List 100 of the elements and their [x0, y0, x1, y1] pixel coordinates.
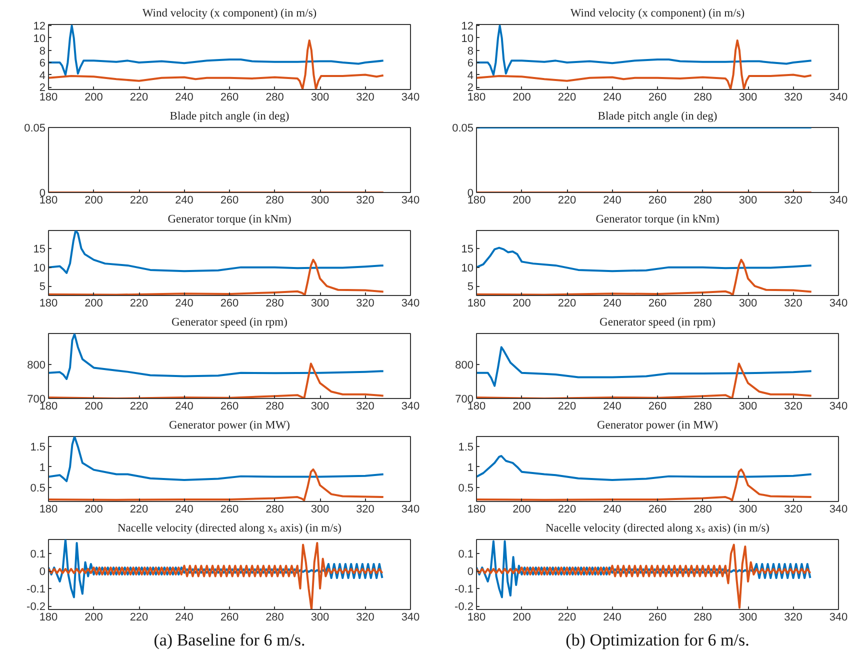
y-tick-label: 0.5: [458, 482, 474, 494]
x-tick-label: 300: [738, 400, 758, 412]
x-tick-label: 300: [738, 92, 758, 104]
x-tick-label: 240: [175, 92, 194, 104]
x-tick-label: 320: [784, 400, 802, 412]
chart-title: Blade pitch angle (in deg): [170, 110, 290, 122]
x-tick-label: 320: [784, 298, 802, 310]
chart-title: Generator power (in MW): [596, 420, 718, 432]
y-tick-label: 5: [39, 281, 46, 294]
y-tick-label: 12: [33, 20, 46, 33]
x-tick-label: 180: [467, 612, 486, 624]
y-tick-label: 0: [467, 566, 474, 578]
x-tick-label: 240: [603, 298, 622, 310]
x-tick-label: 260: [648, 504, 667, 516]
x-tick-label: 280: [694, 194, 712, 206]
x-tick-label: 260: [220, 194, 239, 206]
chart-title: Generator torque (in kNm): [168, 214, 292, 226]
x-tick-label: 180: [467, 92, 486, 104]
y-tick-label: 10: [33, 32, 46, 45]
y-tick-label: 8: [467, 45, 474, 58]
x-tick-label: 200: [84, 298, 103, 310]
y-tick-label: 10: [461, 32, 474, 45]
x-tick-label: 340: [829, 194, 848, 206]
x-tick-label: 200: [512, 92, 531, 104]
x-tick-label: 220: [130, 194, 148, 206]
x-tick-label: 180: [39, 92, 58, 104]
chart-title: Generator speed (in rpm): [600, 316, 716, 328]
x-tick-label: 220: [130, 298, 148, 310]
x-tick-label: 300: [310, 298, 330, 310]
x-tick-label: 340: [401, 194, 420, 206]
x-tick-label: 240: [175, 612, 194, 624]
y-tick-label: 1.5: [458, 442, 474, 454]
y-tick-label: 4: [39, 70, 46, 82]
x-tick-label: 280: [694, 298, 712, 310]
y-tick-label: 1.5: [30, 442, 46, 454]
x-tick-label: 180: [39, 298, 58, 310]
x-tick-label: 320: [356, 92, 374, 104]
y-tick-label: 0.05: [452, 122, 474, 134]
x-tick-label: 220: [558, 92, 576, 104]
x-tick-label: 300: [310, 400, 330, 412]
x-tick-label: 180: [467, 504, 486, 516]
x-tick-label: 320: [356, 298, 374, 310]
y-tick-label: 0.05: [24, 122, 46, 134]
y-tick-label: 0.1: [30, 548, 46, 560]
x-tick-label: 240: [175, 194, 194, 206]
x-tick-label: 320: [356, 612, 374, 624]
y-tick-label: 15: [461, 244, 474, 256]
x-tick-label: 340: [829, 612, 848, 624]
y-tick-label: 1: [467, 462, 474, 474]
x-tick-label: 200: [84, 92, 103, 104]
x-tick-label: 300: [738, 194, 758, 206]
x-tick-label: 300: [310, 504, 330, 516]
x-tick-label: 260: [220, 400, 239, 412]
text: (b) Optimization for 6 m/s.: [566, 630, 750, 650]
y-tick-label: 6: [467, 58, 474, 70]
x-tick-label: 220: [558, 298, 576, 310]
x-tick-label: 280: [694, 612, 712, 624]
x-tick-label: 200: [512, 400, 531, 412]
x-tick-label: 260: [220, 504, 239, 516]
x-tick-label: 200: [512, 194, 531, 206]
x-tick-label: 220: [558, 504, 576, 516]
x-tick-label: 300: [738, 298, 758, 310]
x-tick-label: 280: [266, 504, 284, 516]
x-tick-label: 260: [648, 298, 667, 310]
x-tick-label: 320: [356, 194, 374, 206]
y-tick-label: 6: [39, 58, 46, 70]
x-tick-label: 280: [694, 400, 712, 412]
y-tick-label: 15: [33, 244, 46, 256]
x-tick-label: 260: [648, 92, 667, 104]
y-tick-label: 0.5: [30, 482, 46, 494]
y-tick-label: 8: [39, 45, 46, 58]
x-tick-label: 220: [558, 400, 576, 412]
x-tick-label: 320: [784, 92, 802, 104]
y-tick-label: -0.2: [454, 601, 474, 613]
x-tick-label: 200: [84, 194, 103, 206]
chart-title: Blade pitch angle (in deg): [598, 110, 718, 122]
x-tick-label: 200: [84, 400, 103, 412]
x-tick-label: 260: [220, 92, 239, 104]
x-tick-label: 260: [648, 194, 667, 206]
x-tick-label: 220: [130, 504, 148, 516]
y-tick-label: -0.2: [26, 601, 46, 613]
x-tick-label: 200: [84, 612, 103, 624]
x-tick-label: 200: [512, 504, 531, 516]
x-tick-label: 240: [603, 504, 622, 516]
x-tick-label: 220: [558, 612, 576, 624]
x-tick-label: 220: [558, 194, 576, 206]
y-tick-label: 800: [27, 359, 46, 372]
x-tick-label: 300: [310, 194, 330, 206]
x-tick-label: 280: [694, 92, 712, 104]
y-tick-label: 800: [455, 359, 474, 372]
x-tick-label: 180: [39, 504, 58, 516]
x-tick-label: 280: [266, 400, 284, 412]
y-tick-label: 0: [39, 566, 46, 578]
x-tick-label: 320: [356, 504, 374, 516]
x-tick-label: 220: [130, 612, 148, 624]
x-tick-label: 340: [401, 400, 420, 412]
y-tick-label: 1: [39, 462, 46, 474]
x-tick-label: 340: [401, 92, 420, 104]
x-tick-label: 260: [220, 612, 239, 624]
chart-title: Nacelle velocity (directed along xₛ axis) (in m/s): [117, 522, 342, 534]
